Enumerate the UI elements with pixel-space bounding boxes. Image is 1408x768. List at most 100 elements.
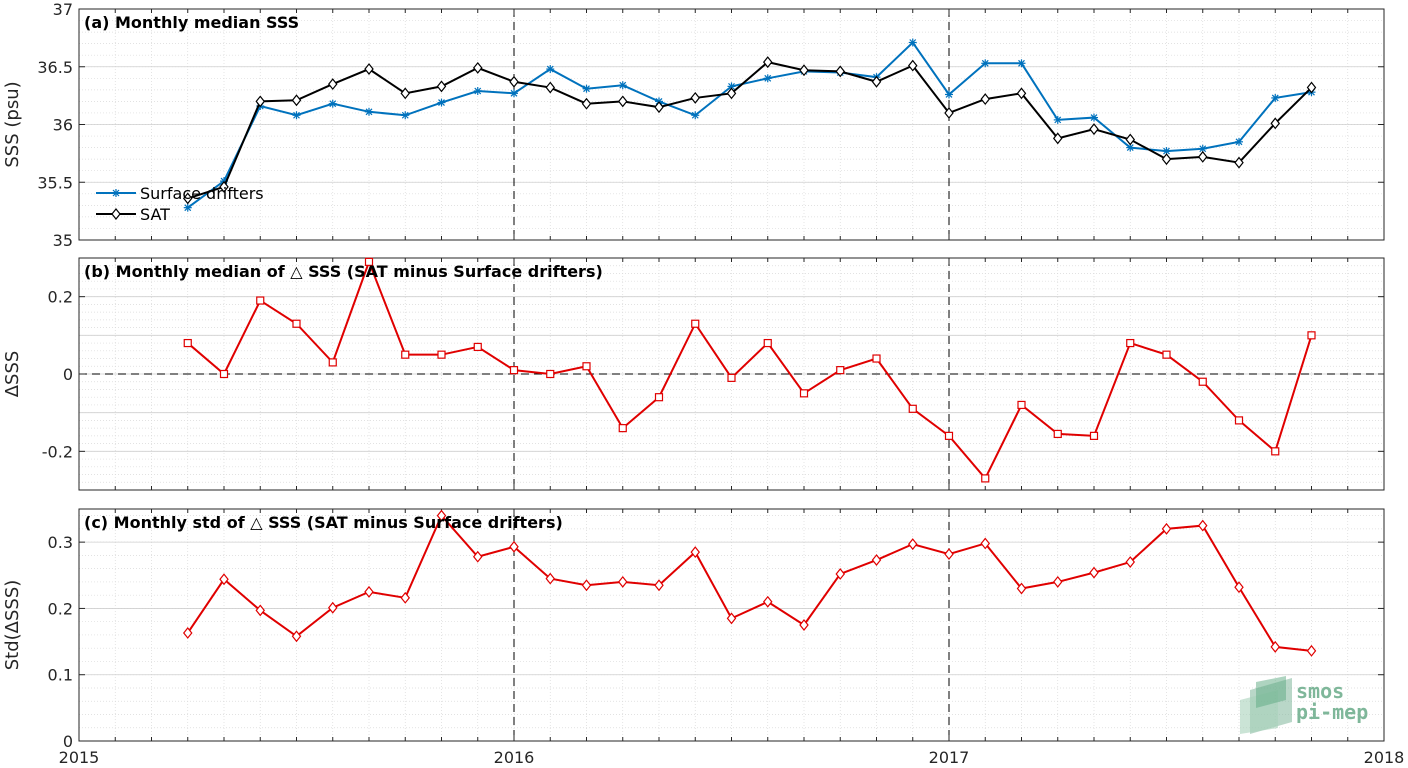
data-point-diamond (1125, 556, 1136, 568)
series-line-delta (187, 259, 1313, 481)
data-point-diamond (726, 87, 737, 100)
data-point-square (799, 389, 809, 398)
data-point-diamond (762, 56, 773, 69)
data-point-asterisk (328, 99, 337, 108)
data-point-asterisk (292, 111, 301, 120)
data-point-square (582, 362, 591, 371)
data-point-square (292, 319, 301, 328)
y-tick-label: 35 (53, 231, 73, 250)
data-point-diamond (1234, 581, 1244, 594)
data-point-diamond (1197, 150, 1208, 163)
data-point-diamond (944, 106, 954, 119)
chart-panel-a: 35 35.5 36 36.5 37 SSS (psu) (a) Monthly media… (2, 0, 1385, 250)
data-point-diamond (835, 65, 846, 78)
data-point-diamond (436, 509, 447, 522)
chart-panel-b: -0.2 0 0.2 ΔSSS (b) Monthly median of △ SSS … (2, 257, 1385, 491)
data-point-diamond (400, 87, 411, 100)
y-tick-label: 0.1 (48, 666, 73, 685)
smos-pi-mep-logo: smos pi-mep (1240, 676, 1368, 734)
data-point-asterisk (183, 203, 192, 212)
data-point-asterisk (582, 84, 591, 93)
data-point-diamond (1052, 575, 1063, 588)
legend-marker (112, 189, 120, 197)
data-point-diamond (182, 626, 193, 639)
data-point-asterisk (981, 59, 990, 68)
data-point-square (364, 257, 374, 266)
data-point-asterisk (618, 81, 627, 90)
y-tick-label: 0.2 (48, 288, 73, 307)
data-point-diamond (980, 93, 991, 106)
y-axis-label: ΔSSS (2, 351, 23, 398)
data-point-square (691, 319, 700, 328)
data-point-diamond (1089, 123, 1099, 136)
data-point-diamond (871, 75, 882, 88)
data-point-diamond (1125, 133, 1136, 146)
data-point-square (256, 296, 265, 305)
chart-panel-c: 0 0.1 0.2 0.3 Std(ΔSSS) 2015 2016 2017 2018 (c) M… (2, 508, 1404, 767)
y-tick-label: 36 (53, 116, 73, 135)
y-tick-label: 0.2 (48, 599, 73, 618)
data-point-diamond (1016, 582, 1027, 595)
legend-label: SAT (140, 205, 170, 224)
data-point-square (1089, 431, 1099, 440)
data-point-asterisk (1162, 147, 1171, 156)
data-point-diamond (219, 573, 229, 586)
x-tick-label: 2016 (494, 748, 535, 767)
data-point-diamond (327, 78, 338, 91)
data-point-diamond (944, 548, 954, 561)
data-point-diamond (1270, 640, 1281, 653)
data-point-asterisk (945, 90, 953, 99)
data-point-square (1017, 400, 1026, 410)
data-point-diamond (509, 75, 519, 88)
data-point-square (219, 369, 229, 379)
data-point-diamond (182, 192, 193, 205)
legend-marker (111, 208, 121, 220)
series-line-delta (186, 513, 1312, 652)
data-point-asterisk (473, 87, 482, 96)
data-point-square (401, 350, 410, 359)
data-point-diamond (291, 630, 302, 643)
data-point-diamond (545, 81, 556, 94)
logo-text-line1: smos (1296, 679, 1344, 703)
data-point-diamond (327, 601, 338, 614)
data-point-diamond (1270, 117, 1281, 130)
data-point-diamond (364, 585, 374, 598)
data-point-diamond (690, 91, 701, 104)
data-point-square (981, 474, 990, 483)
data-point-diamond (762, 595, 773, 608)
data-point-diamond (617, 575, 628, 588)
y-tick-label: 0.3 (48, 533, 73, 552)
x-tick-label: 2017 (929, 748, 970, 767)
data-point-square (1234, 416, 1244, 425)
data-point-diamond (799, 64, 809, 77)
axes-box (78, 508, 1385, 742)
data-point-diamond (1089, 566, 1099, 579)
data-point-square (1271, 447, 1280, 456)
data-point-diamond (871, 554, 882, 567)
data-point-diamond (472, 550, 483, 563)
data-point-diamond (617, 95, 628, 108)
data-point-asterisk (691, 111, 700, 120)
data-point-diamond (255, 604, 266, 617)
data-point-square (654, 393, 664, 402)
y-tick-label: 35.5 (37, 173, 73, 192)
data-point-diamond (1016, 87, 1027, 100)
y-tick-label: 0 (63, 365, 73, 384)
y-axis-label: SSS (psu) (2, 81, 23, 167)
data-point-square (763, 338, 772, 348)
x-tick-label: 2015 (59, 748, 100, 767)
data-point-square (872, 354, 881, 363)
data-point-diamond (291, 94, 302, 107)
data-point-square (908, 404, 917, 413)
data-point-diamond (545, 572, 556, 585)
data-point-asterisk (437, 98, 446, 107)
legend: Surface drifters SAT (96, 184, 264, 224)
panel-title: (c) Monthly std of △ SSS (SAT minus Surf… (84, 513, 563, 532)
data-point-asterisk (1017, 59, 1026, 68)
data-point-square (727, 373, 736, 382)
data-point-diamond (1161, 522, 1172, 535)
series-line-surface-drifters (187, 40, 1312, 209)
data-point-square (1126, 338, 1135, 348)
panel-title: (b) Monthly median of △ SSS (SAT minus S… (84, 262, 603, 281)
